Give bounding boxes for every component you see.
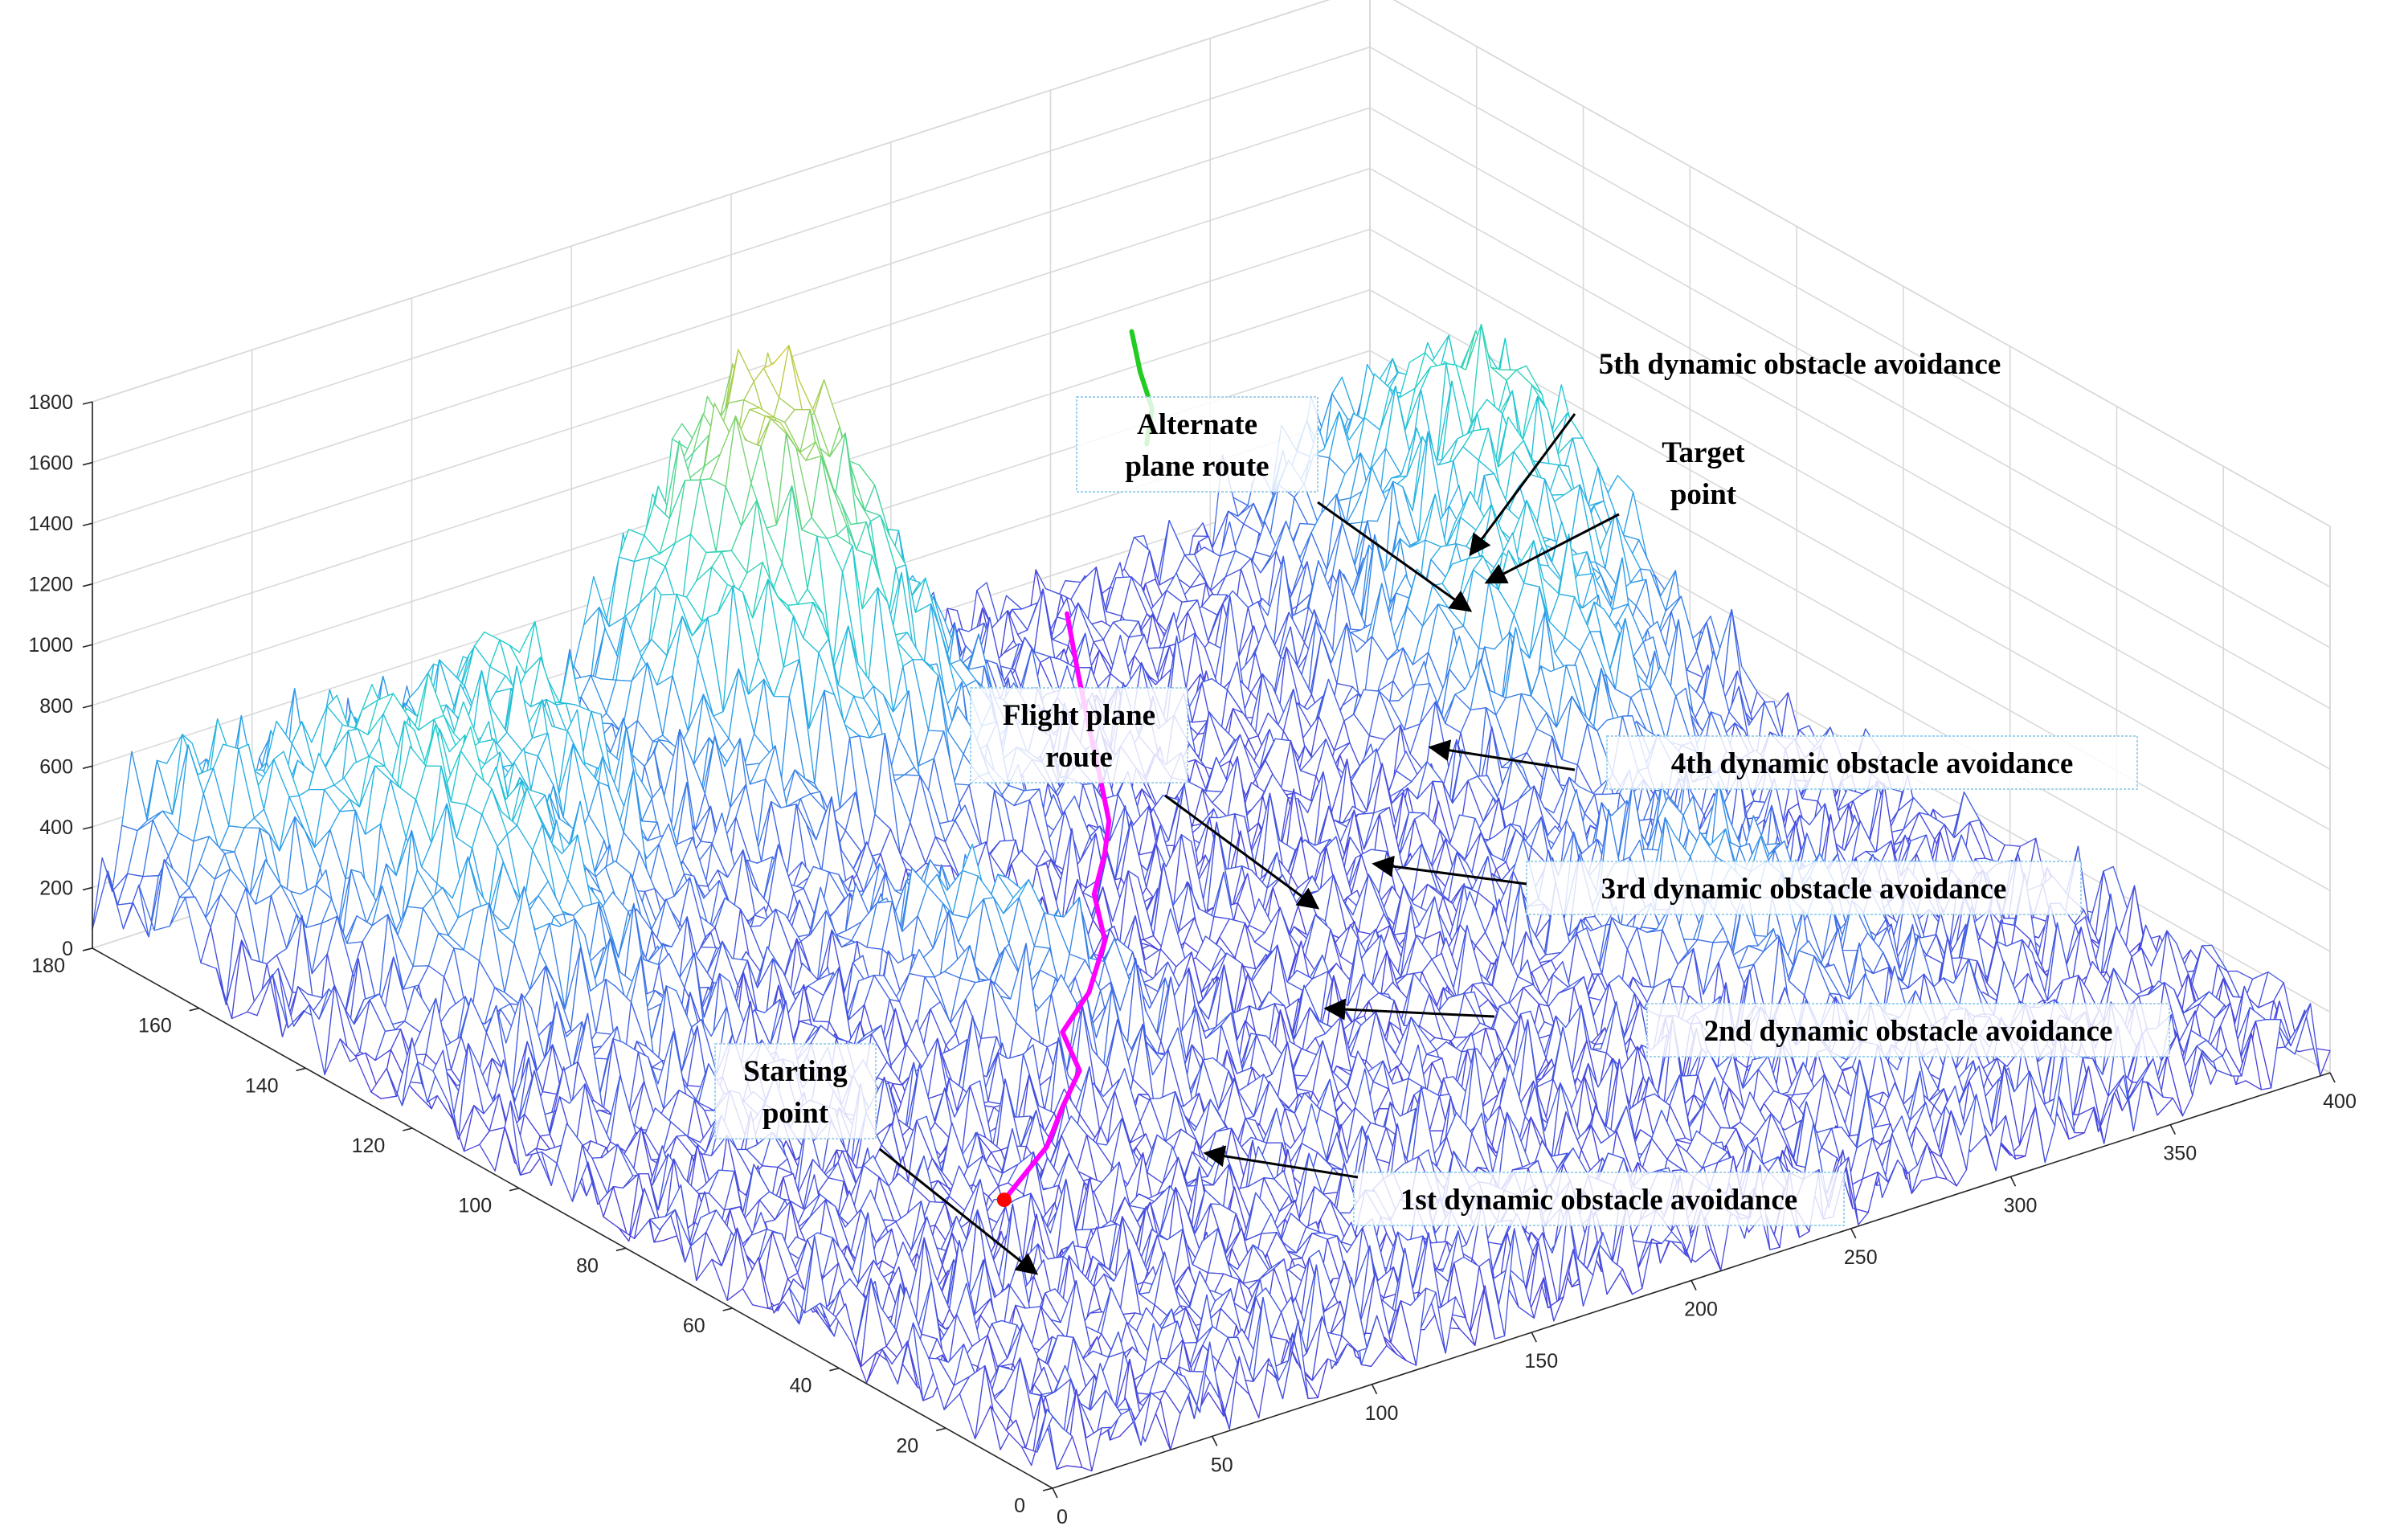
surface-chart: 0501001502002503003504000204060801001201…	[0, 0, 2408, 1526]
